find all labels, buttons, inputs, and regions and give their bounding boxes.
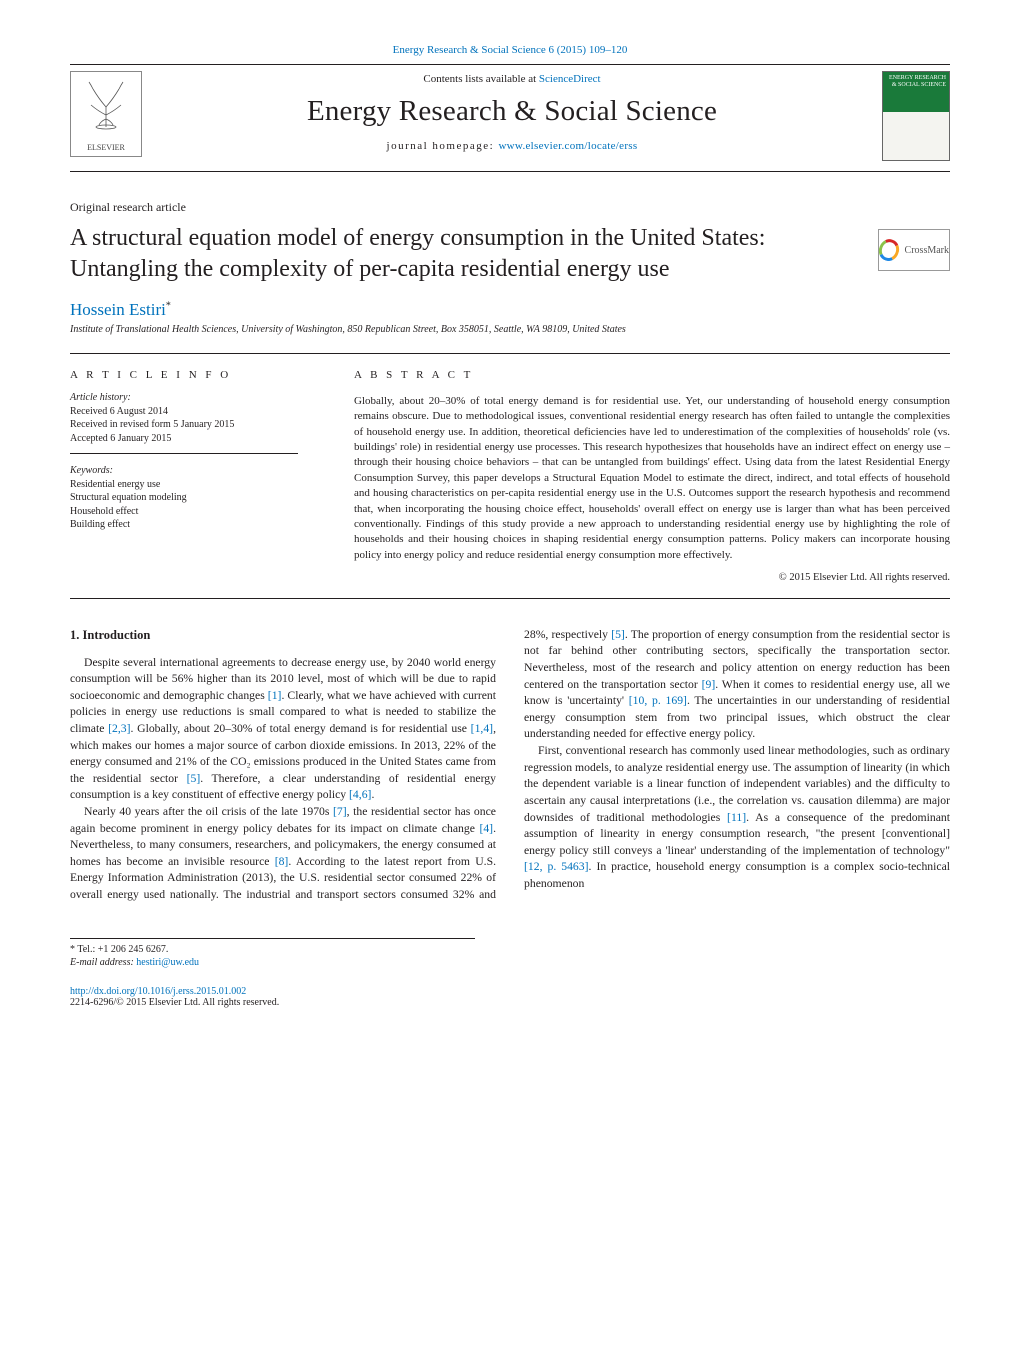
body-para: Despite several international agreements… bbox=[70, 655, 496, 804]
author-name[interactable]: Hossein Estiri* bbox=[70, 300, 950, 320]
elsevier-wordmark: ELSEVIER bbox=[87, 143, 125, 152]
affiliation: Institute of Translational Health Scienc… bbox=[70, 324, 950, 335]
crossmark-icon bbox=[876, 236, 902, 263]
body-para: First, conventional research has commonl… bbox=[524, 743, 950, 892]
body-columns: 1. Introduction Despite several internat… bbox=[70, 627, 950, 904]
keyword: Structural equation modeling bbox=[70, 491, 298, 505]
date-accepted: Accepted 6 January 2015 bbox=[70, 432, 298, 446]
corresp-mark: * bbox=[166, 301, 171, 312]
article-info: A R T I C L E I N F O Article history: R… bbox=[70, 368, 298, 585]
keyword: Household effect bbox=[70, 505, 298, 519]
footnotes: * Tel.: +1 206 245 6267. E-mail address:… bbox=[70, 938, 475, 970]
citation-link[interactable]: [2,3] bbox=[108, 722, 130, 735]
contents-prefix: Contents lists available at bbox=[423, 73, 538, 85]
date-revised: Received in revised form 5 January 2015 bbox=[70, 418, 298, 432]
article-info-heading: A R T I C L E I N F O bbox=[70, 368, 298, 383]
doi-block: http://dx.doi.org/10.1016/j.erss.2015.01… bbox=[70, 986, 950, 1008]
homepage-url[interactable]: www.elsevier.com/locate/erss bbox=[498, 140, 637, 152]
citation-link[interactable]: [4,6] bbox=[349, 788, 371, 801]
citation-link[interactable]: [8] bbox=[275, 855, 289, 868]
article-type: Original research article bbox=[70, 200, 950, 215]
citation-link[interactable]: [1,4] bbox=[471, 722, 493, 735]
issn-copyright: 2214-6296/© 2015 Elsevier Ltd. All right… bbox=[70, 997, 950, 1008]
history-label: Article history: bbox=[70, 391, 298, 405]
keyword: Building effect bbox=[70, 518, 298, 532]
elsevier-logo: ELSEVIER bbox=[70, 71, 142, 157]
journal-cover-thumb: ENERGY RESEARCH & SOCIAL SCIENCE bbox=[882, 71, 950, 161]
crossmark-label: CrossMark bbox=[905, 245, 949, 256]
cover-body bbox=[883, 112, 949, 160]
crossmark-badge[interactable]: CrossMark bbox=[878, 229, 950, 271]
keyword: Residential energy use bbox=[70, 478, 298, 492]
keywords-label: Keywords: bbox=[70, 464, 298, 478]
elsevier-tree-icon bbox=[80, 76, 132, 132]
corresp-tel: * Tel.: +1 206 245 6267. bbox=[70, 943, 475, 957]
sciencedirect-link[interactable]: ScienceDirect bbox=[539, 73, 601, 85]
homepage-label: journal homepage: bbox=[387, 140, 499, 152]
paper-title: A structural equation model of energy co… bbox=[70, 223, 860, 284]
journal-title: Energy Research & Social Science bbox=[156, 95, 868, 128]
citation-link[interactable]: [5] bbox=[187, 772, 201, 785]
abstract-copyright: © 2015 Elsevier Ltd. All rights reserved… bbox=[354, 571, 950, 586]
abstract-block: A B S T R A C T Globally, about 20–30% o… bbox=[354, 368, 950, 585]
email-link[interactable]: hestiri@uw.edu bbox=[136, 957, 199, 968]
citation-link[interactable]: [10, p. 169] bbox=[629, 694, 687, 707]
citation-link[interactable]: [11] bbox=[727, 811, 746, 824]
section-heading-intro: 1. Introduction bbox=[70, 627, 496, 645]
date-received: Received 6 August 2014 bbox=[70, 405, 298, 419]
cover-title: ENERGY RESEARCH & SOCIAL SCIENCE bbox=[883, 72, 949, 112]
citation-link[interactable]: [4] bbox=[479, 822, 493, 835]
doi-link[interactable]: http://dx.doi.org/10.1016/j.erss.2015.01… bbox=[70, 986, 950, 997]
citation-link[interactable]: [5] bbox=[611, 628, 625, 641]
citation-link[interactable]: [12, p. 5463] bbox=[524, 860, 589, 873]
abstract-heading: A B S T R A C T bbox=[354, 368, 950, 383]
author-text: Hossein Estiri bbox=[70, 300, 166, 319]
email-label: E-mail address: bbox=[70, 957, 136, 968]
citation-link[interactable]: [7] bbox=[333, 805, 347, 818]
running-head[interactable]: Energy Research & Social Science 6 (2015… bbox=[70, 44, 950, 56]
abstract-text: Globally, about 20–30% of total energy d… bbox=[354, 394, 950, 563]
contents-line: Contents lists available at ScienceDirec… bbox=[156, 73, 868, 85]
masthead: ELSEVIER Contents lists available at Sci… bbox=[70, 64, 950, 172]
homepage-line: journal homepage: www.elsevier.com/locat… bbox=[156, 140, 868, 152]
citation-link[interactable]: [9] bbox=[702, 678, 716, 691]
citation-link[interactable]: [1] bbox=[268, 689, 282, 702]
corresp-email-line: E-mail address: hestiri@uw.edu bbox=[70, 956, 475, 970]
